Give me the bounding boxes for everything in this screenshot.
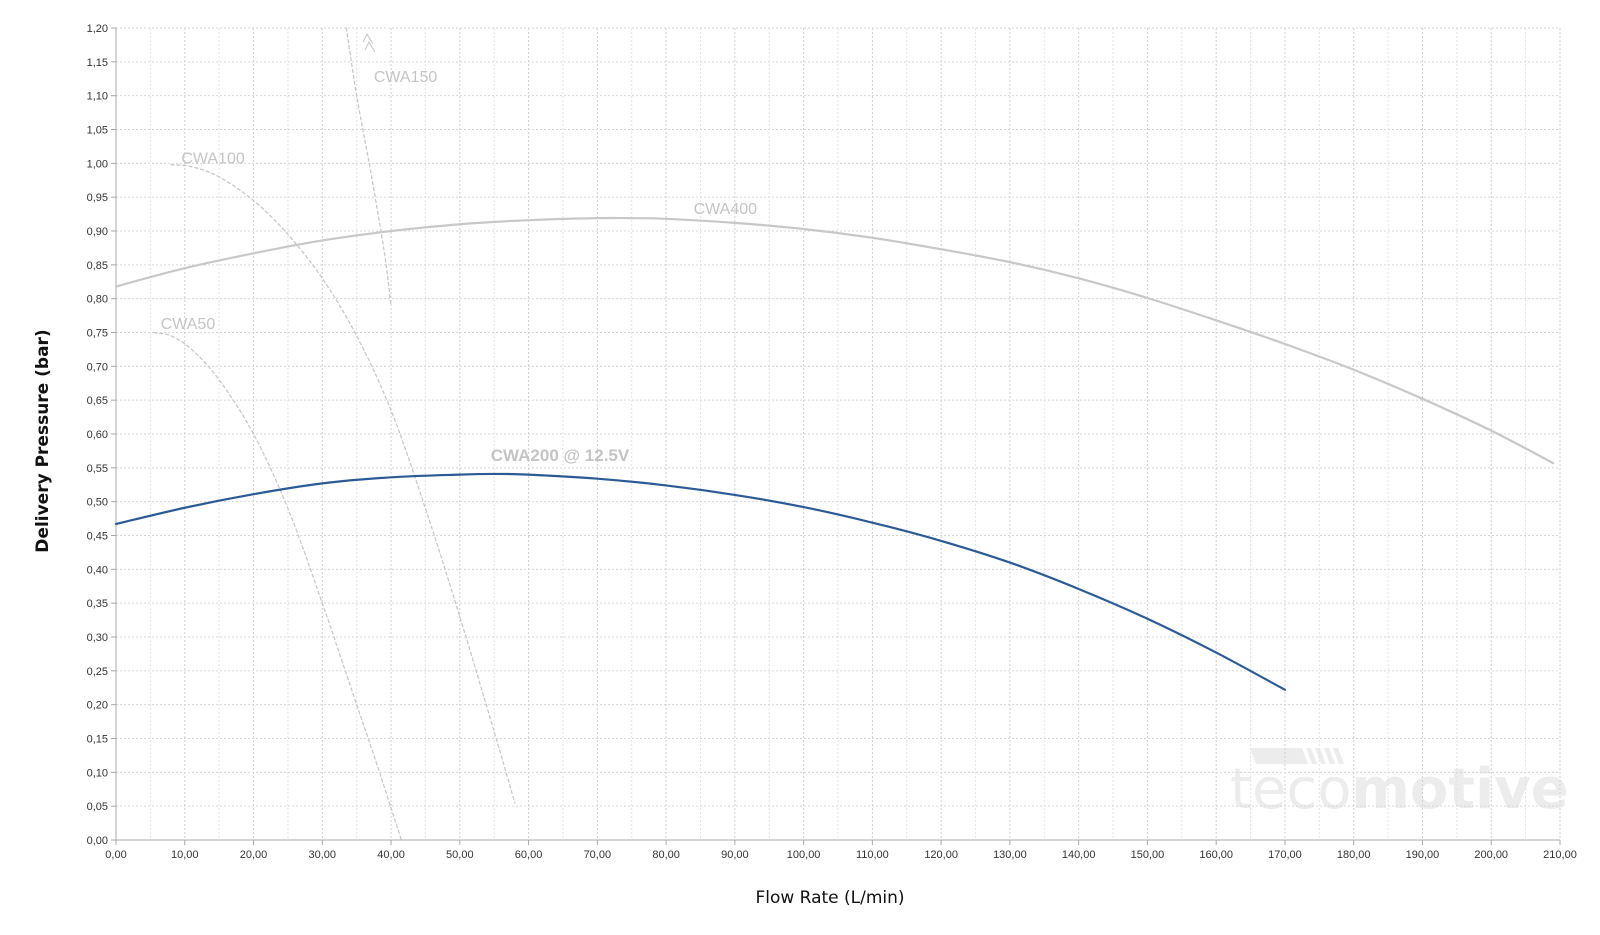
series-line-cwa200-12-5v — [114, 472, 1287, 691]
y-tick-label: 0,35 — [87, 598, 108, 610]
x-tick-label: 180,00 — [1337, 849, 1371, 861]
y-tick-label: 0,00 — [87, 835, 108, 847]
logo-wordmark-bold: motive — [1351, 757, 1568, 822]
x-tick-label: 210,00 — [1543, 849, 1577, 861]
x-tick-label: 100,00 — [787, 849, 821, 861]
x-tick-label: 20,00 — [240, 849, 268, 861]
cwa150-arrow-mark — [362, 33, 376, 53]
series-line-cwa150 — [345, 27, 392, 307]
x-tick-label: 60,00 — [515, 849, 543, 861]
series-label-cwa150: CWA150 — [374, 69, 438, 86]
tick-labels: 0,00 10,00 20,00 30,00 40,00 50,00 60,00 70,00 8… — [87, 23, 1577, 861]
y-tick-label: 1,15 — [87, 57, 108, 69]
y-tick-label: 0,50 — [87, 497, 108, 509]
y-tick-label: 0,10 — [87, 767, 108, 779]
x-tick-label: 140,00 — [1062, 849, 1096, 861]
x-tick-label: 120,00 — [924, 849, 958, 861]
x-tick-label: 130,00 — [993, 849, 1027, 861]
x-tick-label: 10,00 — [171, 849, 199, 861]
x-tick-label: 40,00 — [377, 849, 405, 861]
series-lines — [114, 27, 1555, 841]
x-tick-label: 190,00 — [1406, 849, 1440, 861]
x-tick-label: 170,00 — [1268, 849, 1302, 861]
tecomotive-logo: tecomotive — [1230, 748, 1569, 822]
y-tick-label: 0,60 — [87, 429, 108, 441]
y-tick-label: 0,85 — [87, 260, 108, 272]
y-tick-label: 0,20 — [87, 700, 108, 712]
x-tick-label: 160,00 — [1199, 849, 1233, 861]
y-axis-title: Delivery Pressure (bar) — [33, 329, 53, 552]
logo-stripe-1 — [1306, 748, 1317, 764]
logo-stripe-4 — [1333, 748, 1344, 764]
y-tick-label: 0,45 — [87, 531, 108, 543]
x-tick-label: 80,00 — [652, 849, 680, 861]
y-tick-label: 1,10 — [87, 91, 108, 103]
y-tick-label: 0,80 — [87, 294, 108, 306]
y-tick-label: 0,90 — [87, 226, 108, 238]
series-line-cwa100 — [170, 164, 516, 804]
y-tick-label: 0,30 — [87, 632, 108, 644]
series-label-cwa200-12-5v: CWA200 @ 12.5V — [491, 446, 630, 465]
x-tick-label: 30,00 — [309, 849, 337, 861]
logo-wordmark: tecomotive — [1230, 757, 1569, 822]
y-tick-label: 1,05 — [87, 125, 108, 137]
y-tick-label: 0,75 — [87, 328, 108, 340]
series-label-cwa100: CWA100 — [181, 150, 245, 167]
x-tick-label: 0,00 — [105, 849, 126, 861]
x-tick-label: 200,00 — [1474, 849, 1508, 861]
logo-wordmark-light: teco — [1230, 757, 1351, 822]
y-tick-label: 1,20 — [87, 23, 108, 35]
grid — [115, 27, 1561, 841]
x-axis-title: Flow Rate (L/min) — [755, 888, 904, 908]
y-tick-label: 1,00 — [87, 158, 108, 170]
x-tick-label: 50,00 — [446, 849, 474, 861]
y-tick-label: 0,25 — [87, 666, 108, 678]
x-tick-label: 110,00 — [856, 849, 889, 861]
y-tick-label: 0,95 — [87, 192, 108, 204]
series-label-cwa400: CWA400 — [694, 201, 758, 218]
y-tick-label: 0,55 — [87, 463, 108, 475]
y-tick-label: 0,65 — [87, 395, 108, 407]
x-tick-label: 150,00 — [1131, 849, 1165, 861]
x-tick-label: 70,00 — [584, 849, 612, 861]
y-tick-label: 0,40 — [87, 564, 108, 576]
y-tick-label: 0,05 — [87, 801, 108, 813]
logo-stripe-3 — [1324, 748, 1335, 764]
x-tick-label: 90,00 — [721, 849, 749, 861]
y-tick-label: 0,70 — [87, 361, 108, 373]
logo-stripe-2 — [1315, 748, 1326, 764]
series-line-cwa400 — [114, 216, 1555, 465]
series-labels: CWA200 @ 12.5V CWA400 CWA100 CWA50 CWA150 — [161, 69, 757, 465]
series-label-cwa50: CWA50 — [161, 316, 216, 333]
logo-stripe-bar — [1250, 748, 1308, 764]
y-tick-label: 0,15 — [87, 734, 108, 746]
series-line-cwa50 — [153, 331, 403, 841]
